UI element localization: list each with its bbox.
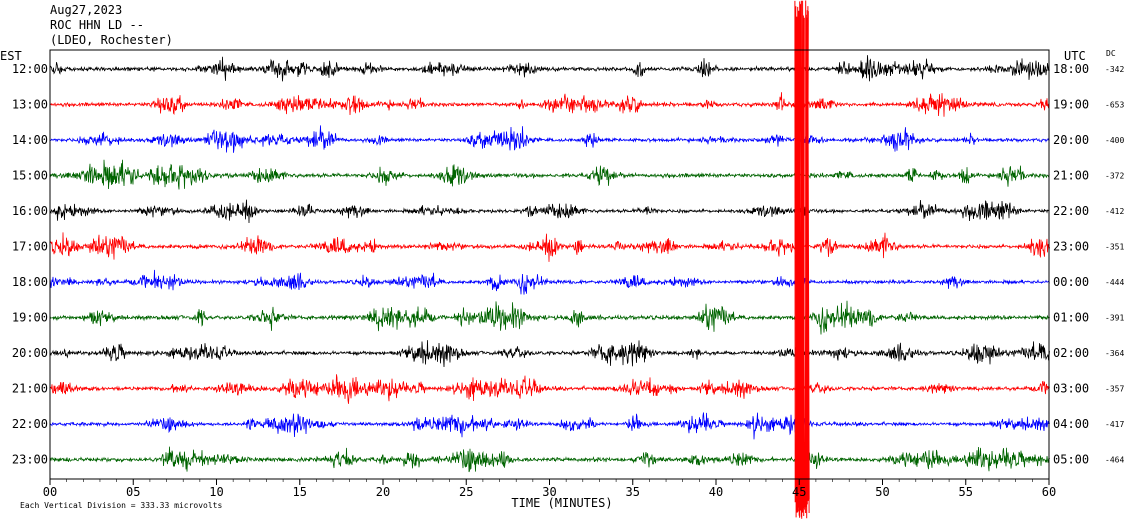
est-label: 23:00 [12, 453, 48, 467]
date-label: Aug27,2023 [50, 3, 123, 17]
est-label: 17:00 [12, 240, 48, 254]
trace-row-4 [49, 199, 1050, 224]
dc-label: -372 [1105, 172, 1124, 181]
event-burst [794, 0, 810, 519]
utc-label: 03:00 [1053, 382, 1089, 396]
utc-label: 05:00 [1053, 453, 1089, 467]
x-tick-label: 50 [875, 485, 889, 499]
est-label: 18:00 [12, 275, 48, 289]
station-label: ROC HHN LD -- [50, 18, 144, 32]
x-tick-label: 15 [293, 485, 307, 499]
trace-row-1 [49, 92, 1050, 117]
trace-row-5 [49, 232, 1050, 262]
x-tick-label: 55 [959, 485, 973, 499]
x-tick-label: 00 [43, 485, 57, 499]
est-label: 22:00 [12, 417, 48, 431]
utc-label: 22:00 [1053, 204, 1089, 218]
dc-label: -412 [1105, 207, 1124, 216]
est-label: 20:00 [12, 346, 48, 360]
x-tick-label: 10 [209, 485, 223, 499]
trace-row-3 [49, 159, 1050, 190]
trace-row-9 [49, 374, 1050, 404]
network-label: (LDEO, Rochester) [50, 33, 173, 47]
dc-axis-label: DC [1106, 49, 1116, 58]
est-axis-label: EST [0, 49, 22, 63]
labels-layer: 12:00 18:00 -342 13:00 19:00 -653 14:00 20:00 -4… [0, 49, 1124, 510]
utc-axis-label: UTC [1064, 49, 1086, 63]
trace-row-8 [49, 340, 1050, 368]
utc-label: 01:00 [1053, 311, 1089, 325]
x-tick-label: 25 [459, 485, 473, 499]
x-tick-label: 30 [542, 485, 556, 499]
utc-label: 18:00 [1053, 62, 1089, 76]
dc-label: -653 [1105, 101, 1124, 110]
trace-row-2 [49, 125, 1050, 153]
trace-row-11 [49, 446, 1050, 473]
utc-label: 19:00 [1053, 98, 1089, 112]
est-label: 16:00 [12, 204, 48, 218]
dc-label: -357 [1105, 385, 1124, 394]
scale-note: Each Vertical Division = 333.33 microvol… [20, 501, 222, 510]
utc-label: 00:00 [1053, 275, 1089, 289]
utc-label: 20:00 [1053, 133, 1089, 147]
trace-row-7 [49, 300, 1050, 335]
dc-label: -400 [1105, 136, 1124, 145]
est-label: 21:00 [12, 382, 48, 396]
utc-label: 02:00 [1053, 346, 1089, 360]
trace-row-6 [49, 269, 1050, 295]
x-tick-label: 45 [792, 485, 806, 499]
dc-label: -391 [1105, 314, 1124, 323]
x-tick-label: 60 [1042, 485, 1056, 499]
est-label: 14:00 [12, 133, 48, 147]
est-label: 13:00 [12, 98, 48, 112]
traces-layer [49, 0, 1050, 519]
utc-label: 04:00 [1053, 417, 1089, 431]
est-label: 12:00 [12, 62, 48, 76]
x-tick-label: 40 [709, 485, 723, 499]
dc-label: -417 [1105, 420, 1124, 429]
plot-frame [49, 49, 1050, 480]
dc-label: -342 [1105, 65, 1124, 74]
x-axis-title: TIME (MINUTES) [511, 496, 612, 510]
dc-label: -464 [1105, 456, 1124, 465]
utc-label: 21:00 [1053, 169, 1089, 183]
est-label: 19:00 [12, 311, 48, 325]
x-tick-label: 35 [626, 485, 640, 499]
x-tick-label: 20 [376, 485, 390, 499]
x-tick-label: 05 [126, 485, 140, 499]
dc-label: -351 [1105, 243, 1124, 252]
utc-label: 23:00 [1053, 240, 1089, 254]
trace-row-10 [49, 412, 1050, 440]
dc-label: -444 [1105, 278, 1124, 287]
trace-row-0 [49, 55, 1050, 82]
est-label: 15:00 [12, 169, 48, 183]
dc-label: -364 [1105, 349, 1124, 358]
